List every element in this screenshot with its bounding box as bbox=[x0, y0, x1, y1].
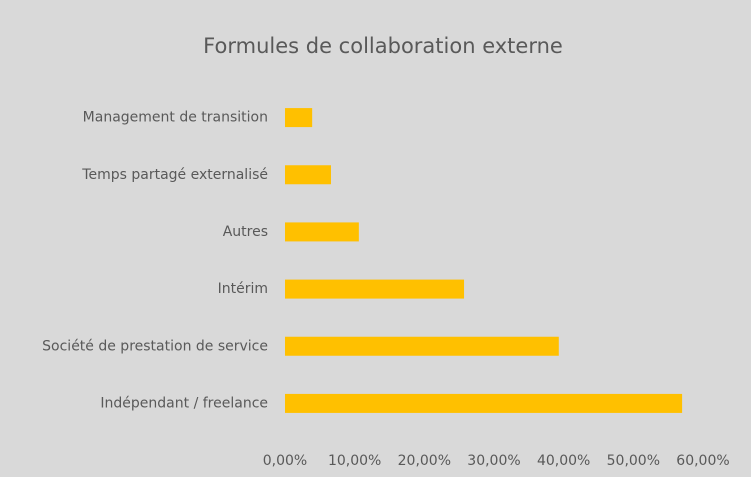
x-tick-label: 60,00% bbox=[676, 453, 729, 469]
bar bbox=[285, 165, 331, 185]
bar bbox=[285, 393, 683, 413]
x-tick-label: 20,00% bbox=[398, 453, 451, 469]
bar bbox=[285, 108, 313, 128]
x-tick-label: 50,00% bbox=[607, 453, 660, 469]
y-tick-label: Intérim bbox=[218, 281, 268, 297]
x-tick-label: 30,00% bbox=[467, 453, 520, 469]
y-tick-label: Autres bbox=[223, 224, 268, 240]
chart-title: Formules de collaboration externe bbox=[203, 34, 563, 58]
bar bbox=[285, 279, 465, 299]
x-tick-label: 40,00% bbox=[537, 453, 590, 469]
y-tick-label: Indépendant / freelance bbox=[100, 395, 268, 411]
y-tick-label: Société de prestation de service bbox=[42, 338, 268, 354]
y-tick-label: Temps partagé externalisé bbox=[81, 167, 268, 183]
y-tick-label: Management de transition bbox=[83, 110, 268, 126]
x-tick-label: 0,00% bbox=[263, 453, 307, 469]
x-tick-label: 10,00% bbox=[328, 453, 381, 469]
bar bbox=[285, 222, 359, 242]
bar bbox=[285, 336, 559, 356]
